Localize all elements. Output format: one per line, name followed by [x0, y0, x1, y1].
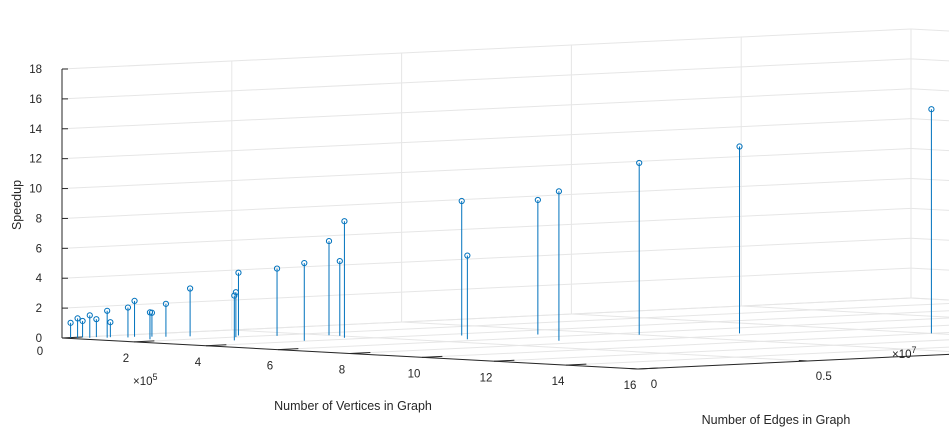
x-tick-mark: [349, 352, 371, 354]
back-grid-z: [61, 237, 912, 279]
axis-lines: [61, 68, 949, 370]
floor-grid-y: [401, 321, 949, 352]
x-tick-label: 12: [480, 372, 493, 384]
floor-grid-y: [741, 305, 949, 318]
side-grid-z: [910, 28, 949, 32]
stem-marker: [555, 188, 563, 195]
y-axis-line: [637, 353, 949, 370]
side-grid-z: [910, 118, 949, 122]
x-multiplier: ×105: [133, 372, 158, 388]
z-tick-label: 18: [29, 64, 42, 76]
x-tick-label: 0: [37, 346, 43, 358]
stem-marker: [124, 304, 132, 311]
stem-marker: [464, 252, 471, 259]
floor-grid-x: [493, 339, 949, 362]
x-axis-label: Number of Vertices in Graph: [274, 399, 432, 413]
x-tick-mark: [421, 355, 443, 358]
stem-marker: [187, 285, 194, 292]
stem-marker: [235, 269, 242, 276]
stem-marker: [104, 307, 111, 314]
stem-marker: [273, 265, 281, 272]
x-tick-label: 4: [195, 357, 202, 369]
stem-marker: [146, 309, 154, 316]
z-axis-label: Speedup: [10, 180, 24, 230]
z-tick-label: 14: [29, 124, 42, 136]
back-grid-z: [61, 88, 912, 130]
back-grid-z: [61, 148, 912, 190]
stem-marker: [534, 196, 541, 204]
back-grid-z: [61, 28, 912, 70]
floor-grid-y: [231, 329, 808, 362]
floor-grid-x: [277, 317, 949, 351]
x-tick-label: 16: [624, 380, 637, 392]
back-grid-z: [61, 177, 912, 219]
y-tick-label: 0.5: [816, 371, 832, 383]
stem-marker: [301, 259, 308, 267]
x-tick-label: 6: [267, 361, 273, 373]
z-tick-label: 12: [29, 154, 42, 166]
stem-marker: [232, 289, 239, 296]
stem-marker: [325, 237, 333, 245]
y-tick-label: 0: [651, 379, 657, 391]
x-tick-label: 2: [123, 353, 129, 365]
back-grid-z: [61, 207, 912, 249]
data-stems: [67, 106, 935, 341]
stem-marker: [162, 300, 170, 307]
stem-marker: [341, 218, 348, 225]
grid-lines: [61, 28, 949, 370]
x-tick-mark: [637, 367, 659, 370]
x-tick-mark: [277, 348, 299, 351]
z-tick-label: 16: [29, 94, 42, 106]
side-grid-z: [910, 177, 949, 181]
side-grid-z: [910, 58, 949, 62]
y-multiplier: ×107: [892, 345, 917, 361]
z-tick-label: 8: [36, 213, 42, 225]
z-tick-label: 2: [36, 303, 42, 315]
stem-marker: [67, 319, 74, 326]
x-tick-mark: [493, 359, 515, 362]
stem-marker: [636, 159, 643, 167]
floor-grid-x: [421, 332, 949, 358]
stem-marker: [93, 316, 100, 323]
z-tick-label: 4: [36, 273, 43, 285]
side-grid-z: [910, 207, 949, 211]
x-tick-label: 8: [339, 365, 345, 377]
stem-marker: [74, 315, 81, 322]
stem-marker: [107, 319, 114, 326]
x-tick-mark: [133, 340, 155, 343]
floor-grid-x: [349, 324, 949, 354]
stem-marker: [336, 257, 343, 265]
side-grid-z: [910, 267, 949, 271]
stem-marker: [231, 292, 238, 299]
side-grid-z: [910, 237, 949, 241]
floor-grid-y: [571, 313, 949, 335]
x-tick-mark: [565, 363, 587, 366]
stem-marker: [131, 297, 138, 304]
z-tick-label: 0: [36, 333, 42, 345]
floor-grid-x: [565, 346, 949, 366]
x-tick-label: 10: [408, 368, 421, 380]
x-tick-label: 14: [552, 376, 565, 388]
z-tick-label: 6: [36, 243, 42, 255]
back-grid-z: [61, 297, 912, 339]
stem-marker: [86, 312, 93, 319]
y-axis-label: Number of Edges in Graph: [702, 413, 851, 427]
floor-grid-y: [910, 297, 949, 301]
side-grid-z: [910, 297, 949, 301]
back-grid-z: [61, 267, 912, 309]
floor-grid-x: [133, 302, 949, 343]
z-tick-label: 10: [29, 184, 42, 196]
floor-grid-x: [205, 310, 949, 347]
stem-marker: [736, 143, 743, 150]
back-grid-z: [61, 58, 912, 100]
stem-marker: [928, 106, 935, 113]
stem-marker: [458, 197, 465, 205]
stem-marker: [79, 317, 86, 325]
side-grid-z: [910, 88, 949, 92]
side-grid-z: [910, 148, 949, 152]
back-grid-z: [61, 118, 912, 160]
x-tick-mark: [205, 344, 227, 347]
